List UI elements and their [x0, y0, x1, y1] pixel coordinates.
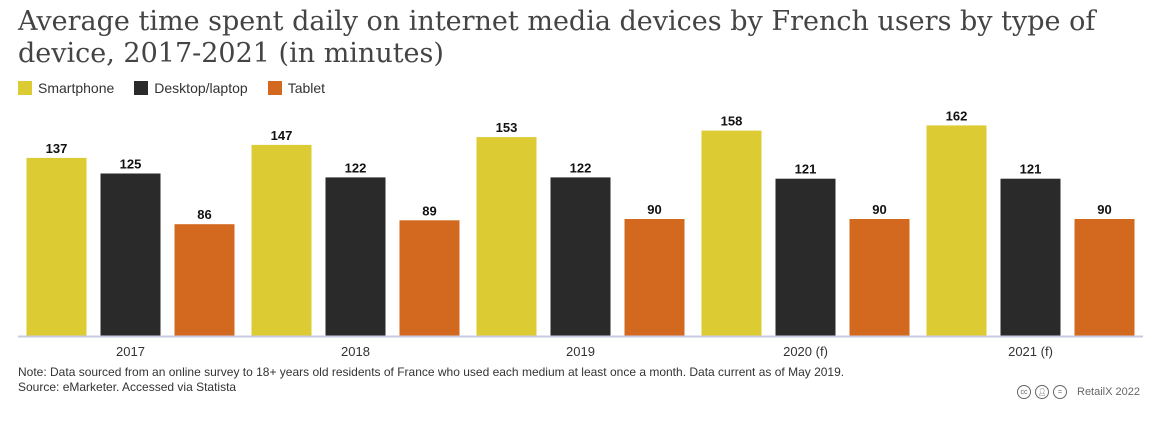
legend-item-desktop-laptop[interactable]: Desktop/laptop [134, 80, 248, 96]
legend-label-desktop-laptop: Desktop/laptop [154, 80, 248, 96]
x-tick-label: 2019 [566, 344, 595, 359]
bar-tablet-2020-f[interactable] [849, 219, 910, 336]
bar-tablet-2019[interactable] [624, 219, 685, 336]
data-label: 121 [795, 162, 817, 177]
legend-swatch-tablet [267, 81, 282, 95]
legend-item-smartphone[interactable]: Smartphone [18, 80, 114, 96]
data-label: 153 [496, 120, 518, 135]
bar-chart: 137 125 86 2017 147 122 89 2018 153 122 90 2019 158 1… [18, 108, 1143, 359]
data-label: 90 [647, 202, 661, 217]
note-text: Note: Data sourced from an online survey… [18, 365, 845, 379]
data-label: 90 [1097, 202, 1111, 217]
bar-tablet-2018[interactable] [399, 220, 460, 336]
legend-label-smartphone: Smartphone [38, 80, 115, 96]
legend-swatch-smartphone [18, 81, 32, 95]
by-icon: 👤︎ [1035, 385, 1049, 399]
legend-swatch-desktop-laptop [134, 81, 149, 95]
chart-title: Average time spent daily on internet med… [18, 6, 1096, 69]
data-label: 90 [872, 202, 886, 217]
chart-note: Note: Data sourced from an online survey… [18, 365, 844, 395]
nd-icon: = [1053, 385, 1067, 399]
cc-icon: cc [1017, 385, 1031, 399]
bar-desktop-laptop-2020-f[interactable] [775, 178, 836, 336]
data-label: 158 [721, 114, 743, 129]
legend-label-tablet: Tablet [287, 80, 326, 96]
data-label: 89 [422, 203, 436, 218]
bar-desktop-laptop-2019[interactable] [550, 177, 611, 336]
bar-desktop-laptop-2021-f[interactable] [1000, 178, 1061, 336]
data-label: 121 [1020, 162, 1042, 177]
x-tick-label: 2020 (f) [783, 344, 828, 359]
data-label: 137 [46, 141, 68, 156]
footer-brand: cc 👤︎ = RetailX 2022 [1017, 385, 1140, 399]
legend-item-tablet[interactable]: Tablet [267, 80, 326, 96]
data-label: 86 [197, 207, 211, 222]
data-label: 122 [345, 160, 367, 175]
data-label: 147 [271, 128, 293, 143]
x-tick-label: 2021 (f) [1008, 344, 1053, 359]
data-label: 125 [120, 157, 142, 172]
x-tick-label: 2018 [341, 344, 370, 359]
bar-smartphone-2020-f[interactable] [701, 130, 762, 336]
bar-smartphone-2021-f[interactable] [926, 125, 987, 337]
legend: Smartphone Desktop/laptop Tablet [18, 80, 325, 96]
data-label: 162 [946, 108, 968, 123]
x-tick-label: 2017 [116, 344, 145, 359]
bar-tablet-2017[interactable] [174, 224, 235, 336]
bar-smartphone-2018[interactable] [251, 144, 312, 336]
brand-text: RetailX 2022 [1077, 386, 1140, 398]
bar-desktop-laptop-2018[interactable] [325, 177, 386, 336]
data-label: 122 [570, 160, 592, 175]
bar-tablet-2021-f[interactable] [1074, 219, 1135, 336]
bar-smartphone-2019[interactable] [476, 137, 537, 336]
source-text: Source: eMarketer. Accessed via Statista [18, 380, 237, 394]
bar-smartphone-2017[interactable] [26, 157, 87, 336]
bar-desktop-laptop-2017[interactable] [100, 173, 161, 337]
